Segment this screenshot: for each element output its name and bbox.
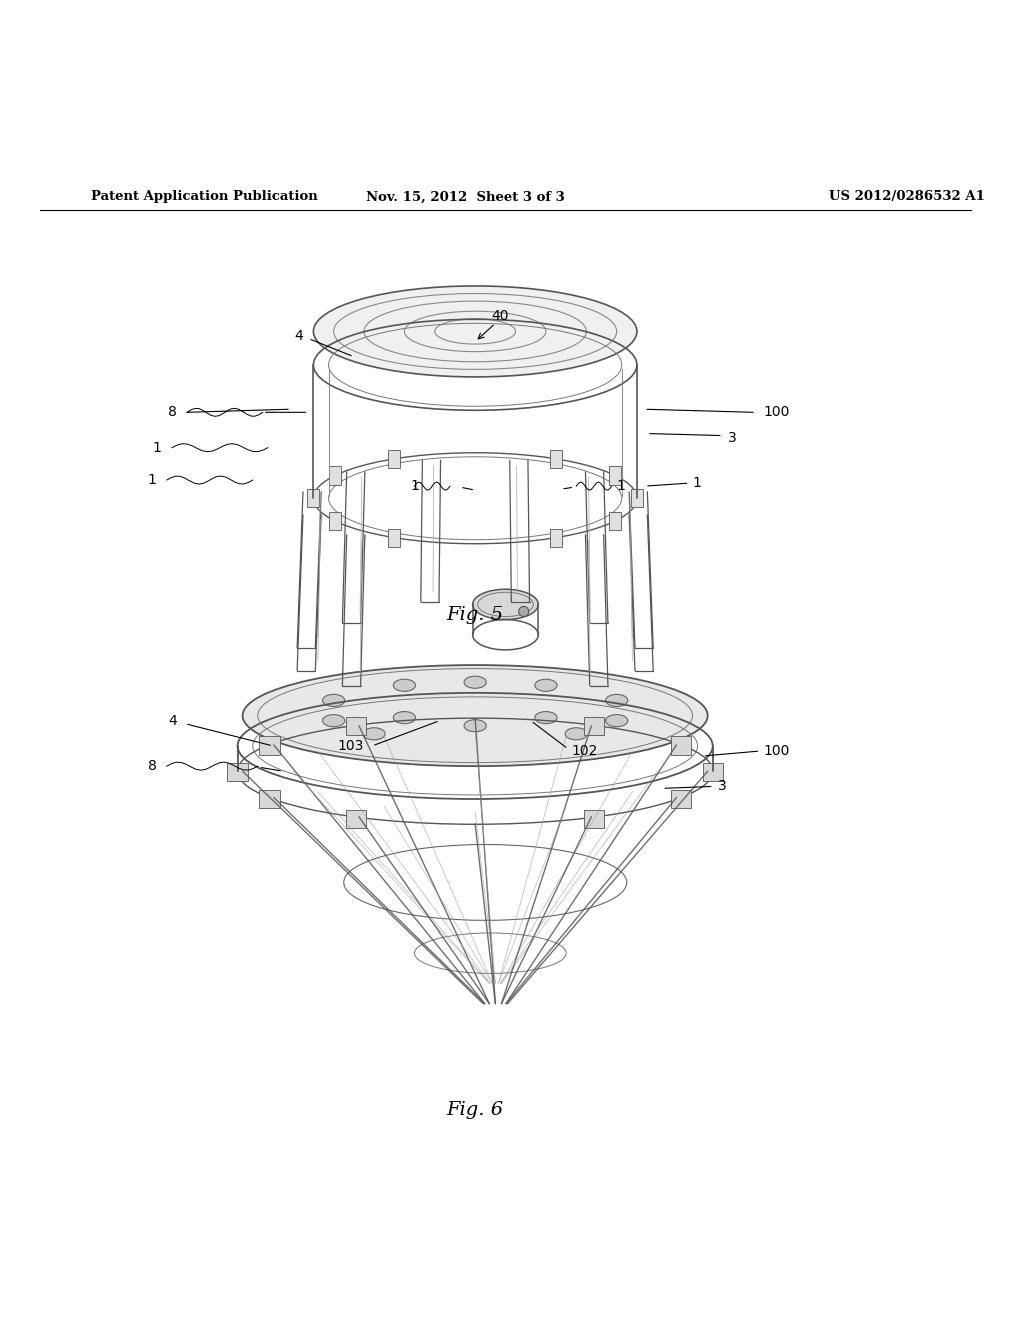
Text: Patent Application Publication: Patent Application Publication xyxy=(91,190,317,203)
Text: 4: 4 xyxy=(168,714,177,727)
Bar xyxy=(609,512,622,531)
Bar xyxy=(329,466,341,484)
Text: 1: 1 xyxy=(147,473,157,487)
Text: 103: 103 xyxy=(338,739,364,752)
Text: 100: 100 xyxy=(763,744,790,758)
Text: 8: 8 xyxy=(147,759,157,774)
Ellipse shape xyxy=(323,694,345,706)
Ellipse shape xyxy=(535,680,557,692)
Bar xyxy=(307,490,319,507)
Bar xyxy=(388,528,400,546)
Bar xyxy=(550,450,562,469)
Ellipse shape xyxy=(362,727,385,741)
Bar xyxy=(609,466,622,484)
Bar xyxy=(671,789,691,808)
Bar xyxy=(584,717,604,735)
Ellipse shape xyxy=(473,589,539,619)
Text: 1: 1 xyxy=(616,479,626,494)
Bar xyxy=(346,717,367,735)
Text: 8: 8 xyxy=(168,405,177,420)
Ellipse shape xyxy=(605,714,628,727)
Bar xyxy=(388,450,400,469)
Bar xyxy=(227,763,248,781)
Text: 100: 100 xyxy=(763,405,790,420)
Ellipse shape xyxy=(565,727,588,741)
Bar xyxy=(259,789,280,808)
Bar xyxy=(550,528,562,546)
Text: 1: 1 xyxy=(410,479,419,494)
Text: Nov. 15, 2012  Sheet 3 of 3: Nov. 15, 2012 Sheet 3 of 3 xyxy=(366,190,564,203)
Text: 40: 40 xyxy=(492,309,509,323)
Text: 3: 3 xyxy=(718,779,727,793)
Text: 3: 3 xyxy=(728,430,736,445)
Bar xyxy=(259,737,280,755)
Ellipse shape xyxy=(313,286,637,378)
Text: 1: 1 xyxy=(692,477,701,490)
Text: Fig. 6: Fig. 6 xyxy=(446,1101,504,1119)
Text: US 2012/0286532 A1: US 2012/0286532 A1 xyxy=(829,190,985,203)
Bar xyxy=(329,512,341,531)
Ellipse shape xyxy=(464,676,486,688)
Ellipse shape xyxy=(393,680,416,692)
Ellipse shape xyxy=(518,606,528,616)
Text: Fig. 5: Fig. 5 xyxy=(446,606,504,623)
Ellipse shape xyxy=(243,665,708,766)
Ellipse shape xyxy=(393,711,416,723)
Bar xyxy=(584,809,604,828)
Ellipse shape xyxy=(464,719,486,731)
Bar xyxy=(346,809,367,828)
Ellipse shape xyxy=(535,711,557,723)
Ellipse shape xyxy=(605,694,628,706)
Text: 102: 102 xyxy=(571,744,598,758)
Ellipse shape xyxy=(323,714,345,727)
Bar xyxy=(671,737,691,755)
Text: 4: 4 xyxy=(294,330,303,343)
Bar xyxy=(631,490,643,507)
Text: 1: 1 xyxy=(153,441,162,454)
Bar xyxy=(702,763,723,781)
